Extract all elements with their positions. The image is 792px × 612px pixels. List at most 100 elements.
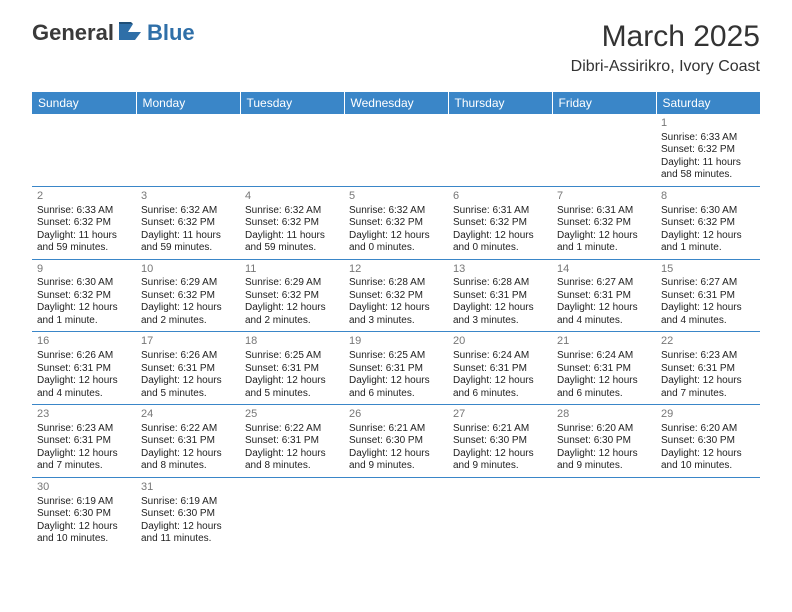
sunrise-text: Sunrise: 6:24 AM [557, 350, 651, 363]
calendar-cell: 13Sunrise: 6:28 AMSunset: 6:31 PMDayligh… [448, 259, 552, 332]
calendar-cell [448, 114, 552, 186]
day-number: 17 [141, 335, 235, 349]
sunset-text: Sunset: 6:31 PM [141, 435, 235, 448]
daylight-text: Daylight: 12 hours and 11 minutes. [141, 521, 235, 546]
calendar-cell: 17Sunrise: 6:26 AMSunset: 6:31 PMDayligh… [136, 332, 240, 405]
day-number: 22 [661, 335, 755, 349]
calendar-cell [656, 477, 760, 549]
day-number: 27 [453, 408, 547, 422]
calendar-week-row: 2Sunrise: 6:33 AMSunset: 6:32 PMDaylight… [32, 186, 760, 259]
daylight-text: Daylight: 12 hours and 9 minutes. [557, 448, 651, 473]
sunset-text: Sunset: 6:31 PM [661, 363, 755, 376]
daylight-text: Daylight: 12 hours and 10 minutes. [661, 448, 755, 473]
day-number: 28 [557, 408, 651, 422]
daylight-text: Daylight: 12 hours and 2 minutes. [245, 302, 339, 327]
calendar-cell: 28Sunrise: 6:20 AMSunset: 6:30 PMDayligh… [552, 405, 656, 478]
sunset-text: Sunset: 6:30 PM [661, 435, 755, 448]
daylight-text: Daylight: 11 hours and 59 minutes. [37, 230, 131, 255]
sunset-text: Sunset: 6:31 PM [37, 435, 131, 448]
sunrise-text: Sunrise: 6:28 AM [349, 277, 443, 290]
calendar-cell: 27Sunrise: 6:21 AMSunset: 6:30 PMDayligh… [448, 405, 552, 478]
sunrise-text: Sunrise: 6:29 AM [141, 277, 235, 290]
daylight-text: Daylight: 12 hours and 4 minutes. [37, 375, 131, 400]
calendar-cell [552, 477, 656, 549]
sunrise-text: Sunrise: 6:22 AM [141, 423, 235, 436]
sunrise-text: Sunrise: 6:27 AM [557, 277, 651, 290]
calendar-cell: 15Sunrise: 6:27 AMSunset: 6:31 PMDayligh… [656, 259, 760, 332]
calendar-cell: 4Sunrise: 6:32 AMSunset: 6:32 PMDaylight… [240, 186, 344, 259]
daylight-text: Daylight: 12 hours and 6 minutes. [557, 375, 651, 400]
calendar-cell: 1Sunrise: 6:33 AMSunset: 6:32 PMDaylight… [656, 114, 760, 186]
day-header: Monday [136, 92, 240, 114]
sunrise-text: Sunrise: 6:28 AM [453, 277, 547, 290]
day-number: 30 [37, 481, 131, 495]
calendar-week-row: 9Sunrise: 6:30 AMSunset: 6:32 PMDaylight… [32, 259, 760, 332]
calendar-cell: 3Sunrise: 6:32 AMSunset: 6:32 PMDaylight… [136, 186, 240, 259]
logo: General Blue [32, 20, 195, 46]
day-number: 8 [661, 190, 755, 204]
sunrise-text: Sunrise: 6:21 AM [453, 423, 547, 436]
day-header: Tuesday [240, 92, 344, 114]
daylight-text: Daylight: 12 hours and 3 minutes. [453, 302, 547, 327]
sunset-text: Sunset: 6:30 PM [37, 508, 131, 521]
calendar-cell: 7Sunrise: 6:31 AMSunset: 6:32 PMDaylight… [552, 186, 656, 259]
daylight-text: Daylight: 11 hours and 58 minutes. [661, 157, 755, 182]
day-number: 9 [37, 263, 131, 277]
daylight-text: Daylight: 12 hours and 5 minutes. [245, 375, 339, 400]
sunrise-text: Sunrise: 6:23 AM [661, 350, 755, 363]
sunset-text: Sunset: 6:31 PM [661, 290, 755, 303]
sunrise-text: Sunrise: 6:32 AM [245, 205, 339, 218]
sunrise-text: Sunrise: 6:30 AM [661, 205, 755, 218]
calendar-cell [448, 477, 552, 549]
daylight-text: Daylight: 12 hours and 7 minutes. [661, 375, 755, 400]
sunrise-text: Sunrise: 6:25 AM [245, 350, 339, 363]
day-number: 21 [557, 335, 651, 349]
sunset-text: Sunset: 6:32 PM [349, 217, 443, 230]
sunset-text: Sunset: 6:30 PM [453, 435, 547, 448]
sunset-text: Sunset: 6:30 PM [349, 435, 443, 448]
sunset-text: Sunset: 6:32 PM [245, 290, 339, 303]
daylight-text: Daylight: 12 hours and 6 minutes. [349, 375, 443, 400]
day-number: 23 [37, 408, 131, 422]
calendar-cell [136, 114, 240, 186]
daylight-text: Daylight: 12 hours and 3 minutes. [349, 302, 443, 327]
sunrise-text: Sunrise: 6:32 AM [349, 205, 443, 218]
sunset-text: Sunset: 6:30 PM [557, 435, 651, 448]
day-header: Saturday [656, 92, 760, 114]
sunset-text: Sunset: 6:31 PM [557, 363, 651, 376]
calendar-cell: 29Sunrise: 6:20 AMSunset: 6:30 PMDayligh… [656, 405, 760, 478]
day-header-row: Sunday Monday Tuesday Wednesday Thursday… [32, 92, 760, 114]
sunset-text: Sunset: 6:31 PM [245, 435, 339, 448]
calendar-cell: 25Sunrise: 6:22 AMSunset: 6:31 PMDayligh… [240, 405, 344, 478]
day-number: 15 [661, 263, 755, 277]
calendar-cell: 16Sunrise: 6:26 AMSunset: 6:31 PMDayligh… [32, 332, 136, 405]
daylight-text: Daylight: 12 hours and 1 minute. [37, 302, 131, 327]
day-number: 29 [661, 408, 755, 422]
calendar-cell: 8Sunrise: 6:30 AMSunset: 6:32 PMDaylight… [656, 186, 760, 259]
logo-text-general: General [32, 20, 114, 46]
day-number: 2 [37, 190, 131, 204]
day-number: 4 [245, 190, 339, 204]
sunset-text: Sunset: 6:30 PM [141, 508, 235, 521]
sunrise-text: Sunrise: 6:26 AM [37, 350, 131, 363]
day-number: 31 [141, 481, 235, 495]
sunset-text: Sunset: 6:31 PM [141, 363, 235, 376]
daylight-text: Daylight: 12 hours and 7 minutes. [37, 448, 131, 473]
daylight-text: Daylight: 12 hours and 9 minutes. [453, 448, 547, 473]
calendar-cell: 5Sunrise: 6:32 AMSunset: 6:32 PMDaylight… [344, 186, 448, 259]
calendar-cell: 10Sunrise: 6:29 AMSunset: 6:32 PMDayligh… [136, 259, 240, 332]
daylight-text: Daylight: 12 hours and 1 minute. [557, 230, 651, 255]
daylight-text: Daylight: 12 hours and 2 minutes. [141, 302, 235, 327]
day-number: 1 [661, 117, 755, 131]
sunrise-text: Sunrise: 6:27 AM [661, 277, 755, 290]
calendar-week-row: 1Sunrise: 6:33 AMSunset: 6:32 PMDaylight… [32, 114, 760, 186]
daylight-text: Daylight: 12 hours and 5 minutes. [141, 375, 235, 400]
daylight-text: Daylight: 12 hours and 8 minutes. [245, 448, 339, 473]
calendar-cell: 30Sunrise: 6:19 AMSunset: 6:30 PMDayligh… [32, 477, 136, 549]
sunrise-text: Sunrise: 6:21 AM [349, 423, 443, 436]
sunset-text: Sunset: 6:32 PM [37, 217, 131, 230]
sunset-text: Sunset: 6:32 PM [661, 144, 755, 157]
sunset-text: Sunset: 6:32 PM [141, 290, 235, 303]
calendar-week-row: 23Sunrise: 6:23 AMSunset: 6:31 PMDayligh… [32, 405, 760, 478]
location-subtitle: Dibri-Assirikro, Ivory Coast [571, 58, 760, 76]
